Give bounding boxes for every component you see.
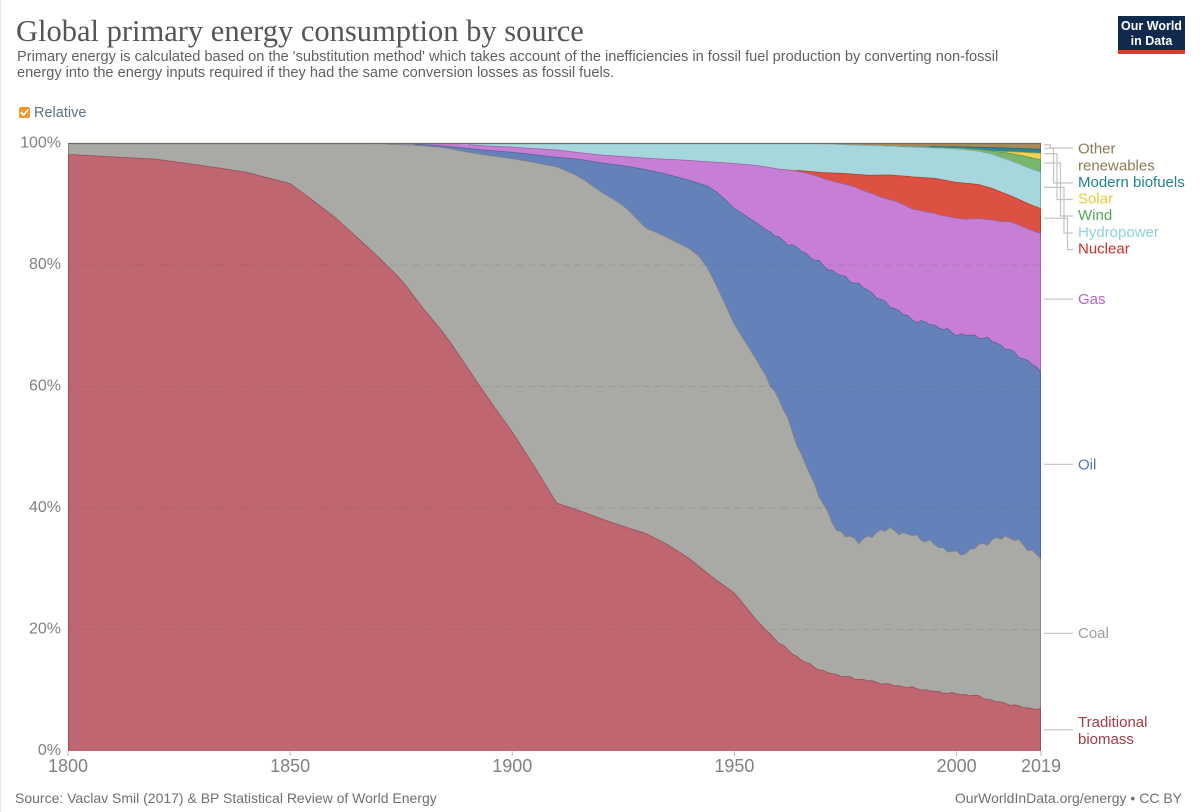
- svg-text:Solar: Solar: [1078, 191, 1113, 208]
- svg-text:1800: 1800: [48, 756, 88, 776]
- svg-text:Gas: Gas: [1078, 291, 1106, 308]
- svg-text:100%: 100%: [20, 135, 61, 152]
- svg-text:80%: 80%: [29, 256, 61, 273]
- svg-text:Modern biofuels: Modern biofuels: [1078, 174, 1185, 191]
- svg-text:60%: 60%: [29, 378, 61, 395]
- svg-text:2019: 2019: [1021, 756, 1061, 776]
- svg-text:0%: 0%: [38, 742, 61, 759]
- svg-text:biomass: biomass: [1078, 731, 1134, 748]
- svg-text:Coal: Coal: [1078, 625, 1109, 642]
- svg-text:Hydropower: Hydropower: [1078, 224, 1159, 241]
- svg-text:Nuclear: Nuclear: [1078, 241, 1130, 258]
- svg-text:1900: 1900: [492, 756, 532, 776]
- svg-text:Oil: Oil: [1078, 457, 1096, 474]
- svg-text:40%: 40%: [29, 499, 61, 516]
- svg-text:Traditional: Traditional: [1078, 714, 1147, 731]
- svg-text:Wind: Wind: [1078, 207, 1112, 224]
- svg-text:Other: Other: [1078, 141, 1116, 158]
- svg-text:20%: 20%: [29, 621, 61, 638]
- svg-text:2000: 2000: [937, 756, 977, 776]
- svg-text:1950: 1950: [714, 756, 754, 776]
- svg-text:renewables: renewables: [1078, 158, 1155, 175]
- svg-text:1850: 1850: [270, 756, 310, 776]
